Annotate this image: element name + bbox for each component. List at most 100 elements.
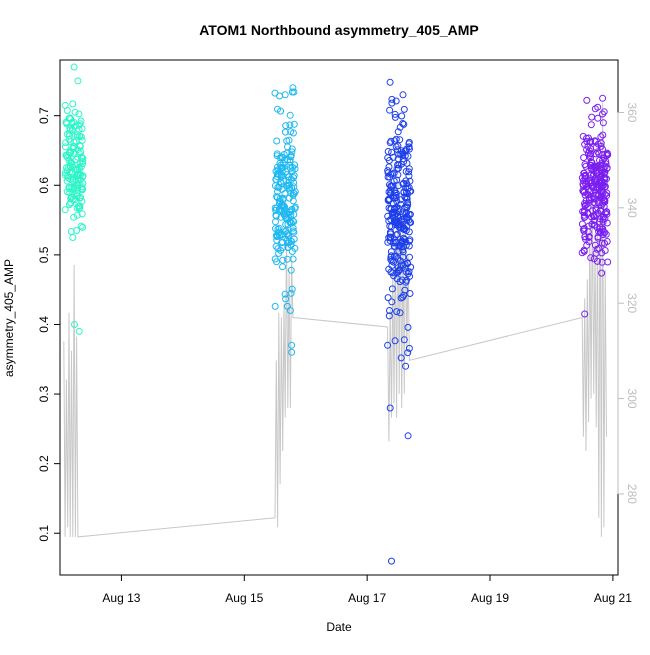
- data-point: [401, 286, 409, 294]
- data-point: [598, 249, 606, 257]
- data-point: [276, 195, 284, 202]
- data-point: [286, 307, 294, 314]
- data-point: [274, 225, 282, 233]
- data-point: [399, 248, 407, 256]
- data-point: [273, 258, 280, 266]
- y-tick-label: 0.6: [37, 177, 51, 194]
- data-point: [600, 154, 608, 162]
- data-point: [407, 263, 415, 271]
- data-point: [397, 147, 405, 155]
- data-point: [385, 217, 393, 225]
- data-point: [287, 189, 295, 197]
- data-point: [70, 213, 78, 221]
- plot-area: Aug 13 Aug 15 Aug 17 Aug 19 Aug 21 0.1 0.2 0.3 0…: [37, 59, 639, 605]
- data-point: [386, 78, 394, 86]
- data-point: [399, 253, 407, 261]
- data-point: [290, 190, 298, 198]
- data-point: [75, 110, 83, 118]
- data-point: [399, 91, 407, 99]
- data-point: [63, 107, 71, 114]
- x-tick-label: Aug 21: [594, 591, 632, 605]
- data-point: [406, 218, 414, 226]
- x-tick-label: Aug 17: [348, 591, 386, 605]
- data-point: [580, 188, 588, 196]
- data-point: [391, 337, 399, 345]
- data-point: [73, 133, 81, 141]
- data-point: [588, 182, 596, 190]
- data-point: [288, 285, 296, 293]
- y2-tick-label: 360: [625, 102, 639, 122]
- data-point: [70, 63, 78, 71]
- data-point: [402, 210, 410, 218]
- data-point: [404, 201, 412, 209]
- data-point: [78, 186, 86, 194]
- data-point: [391, 113, 399, 121]
- data-point: [400, 215, 408, 223]
- data-point: [391, 137, 399, 145]
- data-point: [61, 143, 69, 151]
- data-point: [588, 220, 596, 228]
- data-point: [401, 147, 409, 155]
- data-point: [275, 224, 283, 232]
- data-point: [601, 183, 609, 190]
- data-point: [387, 182, 395, 190]
- data-point: [402, 268, 410, 276]
- data-point: [583, 96, 591, 104]
- data-point: [599, 110, 606, 118]
- y-tick-label: 0.5: [37, 246, 51, 263]
- data-point: [286, 111, 294, 119]
- data-point: [272, 212, 280, 220]
- data-point: [589, 184, 597, 192]
- data-point: [393, 308, 401, 316]
- data-point: [282, 213, 290, 221]
- data-point: [386, 106, 394, 114]
- data-point: [406, 177, 414, 185]
- data-point: [396, 136, 404, 144]
- data-point: [291, 244, 299, 252]
- data-point: [594, 234, 602, 242]
- data-point: [281, 91, 289, 99]
- data-point: [393, 165, 401, 173]
- data-point: [395, 266, 403, 274]
- data-point: [388, 95, 396, 103]
- data-point: [74, 166, 82, 174]
- data-point: [387, 186, 394, 194]
- x-axis-label: Date: [326, 620, 352, 634]
- data-point: [275, 207, 283, 215]
- data-point: [271, 302, 279, 310]
- data-point: [67, 195, 75, 203]
- data-point: [590, 255, 598, 263]
- data-point: [384, 341, 392, 349]
- data-point: [63, 164, 70, 171]
- data-point: [587, 121, 595, 129]
- data-point: [401, 260, 409, 268]
- data-point: [599, 119, 607, 127]
- data-point: [66, 114, 74, 122]
- data-point: [579, 182, 587, 190]
- data-point: [393, 176, 401, 184]
- data-point: [282, 295, 290, 303]
- data-point: [603, 149, 611, 157]
- data-point: [386, 307, 393, 314]
- data-point: [386, 404, 394, 412]
- data-point: [287, 211, 295, 218]
- data-point: [400, 179, 408, 187]
- data-point: [400, 105, 408, 113]
- data-point: [585, 134, 592, 142]
- data-point: [603, 189, 611, 197]
- data-point: [385, 157, 393, 164]
- data-point: [405, 242, 413, 250]
- data-point: [388, 298, 396, 306]
- data-point: [599, 94, 607, 102]
- data-point: [75, 170, 83, 178]
- data-point: [603, 210, 611, 218]
- data-point: [284, 156, 292, 164]
- series-cluster-3: [384, 78, 415, 362]
- data-point: [586, 196, 593, 204]
- y2-tick-label: 320: [625, 293, 639, 313]
- data-point: [580, 154, 588, 162]
- data-point: [405, 145, 413, 153]
- series-cluster-2: [271, 88, 299, 310]
- data-point: [593, 224, 601, 231]
